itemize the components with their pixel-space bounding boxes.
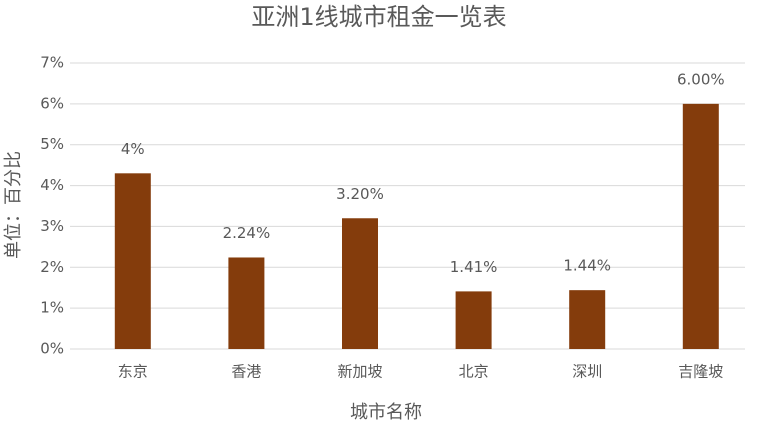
y-tick-label: 1% <box>40 299 64 317</box>
value-label: 4% <box>121 140 145 158</box>
y-tick-label: 7% <box>40 54 64 72</box>
y-tick-label: 5% <box>40 135 64 153</box>
y-tick-label: 4% <box>40 176 64 194</box>
value-label: 3.20% <box>336 185 384 203</box>
y-tick-label: 3% <box>40 217 64 235</box>
bar <box>228 257 265 349</box>
value-label: 1.41% <box>450 258 498 276</box>
value-label: 2.24% <box>223 224 271 242</box>
x-axis-label: 城市名称 <box>350 402 422 423</box>
y-tick-label: 0% <box>40 340 64 358</box>
x-tick-label: 北京 <box>459 363 489 381</box>
y-tick-label: 2% <box>40 258 64 276</box>
value-label: 6.00% <box>677 70 725 88</box>
bar <box>455 291 492 349</box>
value-label: 1.44% <box>563 257 611 275</box>
bar <box>569 290 606 349</box>
bar <box>342 218 378 349</box>
x-tick-label: 深圳 <box>572 363 602 381</box>
chart-title: 亚洲1线城市租金一览表 <box>251 3 506 31</box>
y-axis-label: 单位：百分比 <box>3 151 24 259</box>
x-tick-label: 新加坡 <box>337 363 382 381</box>
x-tick-label: 东京 <box>118 363 148 381</box>
y-tick-label: 6% <box>40 94 64 112</box>
x-tick-label: 香港 <box>231 363 261 381</box>
bar <box>682 103 719 349</box>
bar <box>114 173 151 349</box>
x-tick-label: 吉隆坡 <box>678 363 723 381</box>
